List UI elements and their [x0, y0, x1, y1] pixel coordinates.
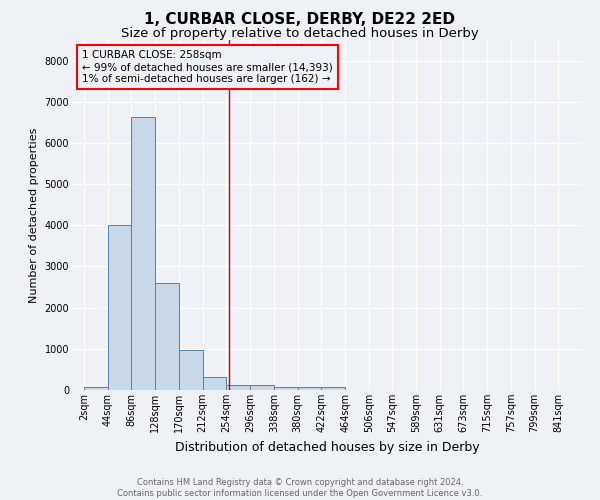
Bar: [155, 283, 179, 390]
Bar: [226, 384, 250, 390]
X-axis label: Distribution of detached houses by size in Derby: Distribution of detached houses by size …: [175, 440, 479, 454]
Bar: [274, 387, 298, 390]
Bar: [131, 118, 155, 390]
Text: Size of property relative to detached houses in Derby: Size of property relative to detached ho…: [121, 28, 479, 40]
Text: Contains HM Land Registry data © Crown copyright and database right 2024.
Contai: Contains HM Land Registry data © Crown c…: [118, 478, 482, 498]
Bar: [107, 226, 131, 390]
Bar: [179, 350, 203, 390]
Bar: [322, 387, 345, 390]
Y-axis label: Number of detached properties: Number of detached properties: [29, 128, 39, 302]
Bar: [250, 385, 274, 390]
Text: 1 CURBAR CLOSE: 258sqm
← 99% of detached houses are smaller (14,393)
1% of semi-: 1 CURBAR CLOSE: 258sqm ← 99% of detached…: [82, 50, 333, 84]
Bar: [298, 386, 322, 390]
Bar: [84, 387, 107, 390]
Text: 1, CURBAR CLOSE, DERBY, DE22 2ED: 1, CURBAR CLOSE, DERBY, DE22 2ED: [145, 12, 455, 28]
Bar: [203, 377, 226, 390]
